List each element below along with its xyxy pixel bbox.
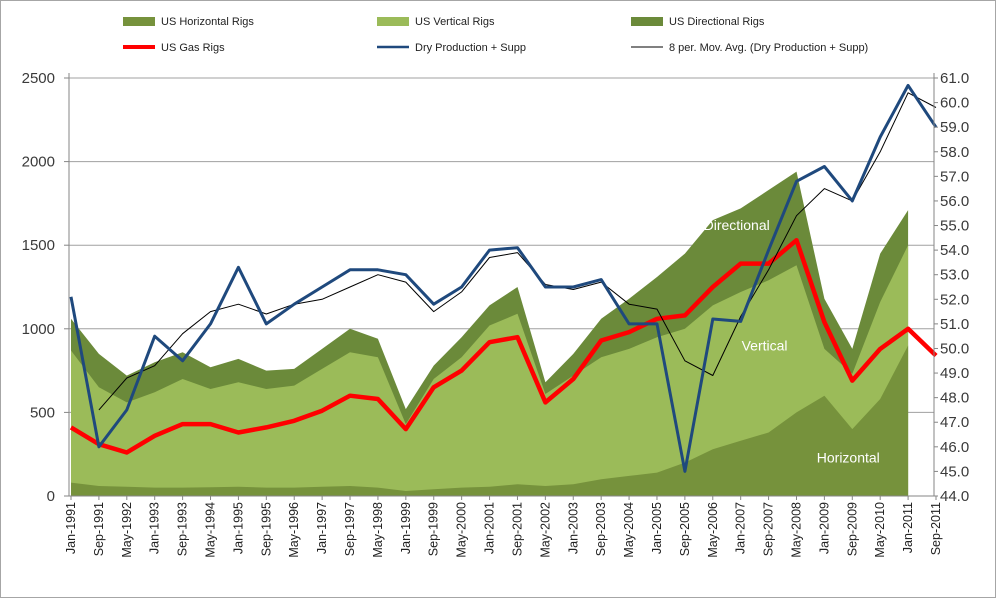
- legend-label: US Directional Rigs: [669, 16, 765, 28]
- x-tick-label: Sep-2011: [929, 502, 943, 555]
- annotation-label: Horizontal: [817, 450, 880, 466]
- x-tick-label: May-2006: [706, 502, 720, 558]
- x-tick-label: May-2002: [538, 502, 552, 558]
- x-tick-label: Sep-1995: [259, 502, 273, 556]
- x-tick-label: Sep-1997: [343, 502, 357, 556]
- legend-label: US Vertical Rigs: [415, 16, 495, 28]
- legend-entry: 8 per. Mov. Avg. (Dry Production + Supp): [631, 42, 868, 54]
- y-right-tick-label: 54.0: [940, 242, 969, 259]
- x-tick-label: Sep-2001: [510, 502, 524, 556]
- y-right-tick-label: 59.0: [940, 119, 969, 136]
- area-series: [71, 171, 909, 496]
- x-tick-label: May-1994: [204, 502, 218, 558]
- y-right-tick-label: 45.0: [940, 463, 969, 480]
- y-right-tick-label: 56.0: [940, 193, 969, 210]
- x-tick-label: Jan-2007: [734, 502, 748, 554]
- x-tick-label: May-1992: [120, 502, 134, 558]
- x-tick-label: Jan-1995: [231, 502, 245, 554]
- x-tick-label: Sep-1999: [427, 502, 441, 556]
- x-tick-label: May-2010: [873, 502, 887, 558]
- legend-label: 8 per. Mov. Avg. (Dry Production + Supp): [669, 42, 868, 54]
- y-left-tick-label: 500: [30, 404, 55, 421]
- y-right-tick-label: 55.0: [940, 218, 969, 235]
- legend-label: US Horizontal Rigs: [161, 16, 254, 28]
- x-tick-label: Jan-2003: [566, 502, 580, 554]
- x-tick-label: May-2004: [622, 502, 636, 558]
- legend-entry: Dry Production + Supp: [377, 42, 526, 54]
- y-left-tick-label: 2500: [22, 70, 55, 87]
- x-tick-label: Jan-2005: [650, 502, 664, 554]
- line-series: [69, 83, 938, 473]
- legend-entry: US Directional Rigs: [631, 16, 765, 28]
- x-tick-label: May-1996: [287, 502, 301, 558]
- y-right-tick-label: 51.0: [940, 316, 969, 333]
- x-tick-label: May-2000: [455, 502, 469, 558]
- y-right-tick-label: 50.0: [940, 340, 969, 357]
- y-right-tick-label: 58.0: [940, 144, 969, 161]
- legend-label: US Gas Rigs: [161, 42, 225, 54]
- legend-entry: US Gas Rigs: [123, 42, 225, 54]
- legend-swatch: [377, 17, 409, 26]
- legend-entry: US Vertical Rigs: [377, 16, 495, 28]
- y-right-tick-label: 49.0: [940, 365, 969, 382]
- x-tick-label: Sep-2005: [678, 502, 692, 556]
- x-tick-label: Sep-1993: [176, 502, 190, 556]
- x-tick-label: Sep-2003: [594, 502, 608, 556]
- x-tick-label: Jan-1999: [399, 502, 413, 554]
- legend: US Horizontal Rigs US Vertical Rigs US Dir…: [123, 16, 868, 54]
- annotations: Directional Vertical Horizontal: [704, 217, 880, 465]
- y-right-tick-label: 48.0: [940, 390, 969, 407]
- x-tick-label: Jan-1991: [64, 502, 78, 554]
- line-8-per-mov-avg-dry-production-supp: [98, 92, 937, 411]
- y-right-tick-label: 57.0: [940, 168, 969, 185]
- legend-label: Dry Production + Supp: [415, 42, 526, 54]
- y-right-tick-label: 44.0: [940, 488, 969, 505]
- area-us-vertical-rigs: [71, 245, 909, 496]
- x-tick-label: Sep-2009: [845, 502, 859, 556]
- x-tick-label: Jan-1997: [315, 502, 329, 554]
- y-left-tick-label: 2000: [22, 154, 55, 171]
- line-dry-production-supp: [69, 83, 938, 473]
- x-tick-label: Jan-2001: [483, 502, 497, 554]
- line-us-gas-rigs: [69, 237, 938, 455]
- legend-entry: US Horizontal Rigs: [123, 16, 254, 28]
- legend-swatch: [631, 17, 663, 26]
- x-tick-label: Sep-1991: [92, 502, 106, 556]
- annotation-label: Directional: [704, 217, 770, 233]
- y-right-tick-label: 60.0: [940, 95, 969, 112]
- y-right-tick-label: 47.0: [940, 414, 969, 431]
- legend-swatch: [123, 17, 155, 26]
- x-tick-label: Jan-1993: [148, 502, 162, 554]
- x-tick-label: Jan-2011: [901, 502, 915, 553]
- area-us-horizontal-rigs: [71, 345, 909, 496]
- x-tick-label: May-2008: [789, 502, 803, 558]
- y-right-tick-label: 46.0: [940, 439, 969, 456]
- x-tick-label: Sep-2007: [762, 502, 776, 556]
- annotation-label: Vertical: [742, 338, 788, 354]
- y-left-tick-label: 1000: [22, 321, 55, 338]
- y-right-tick-label: 52.0: [940, 291, 969, 308]
- x-tick-label: Jan-2009: [817, 502, 831, 554]
- y-left-tick-label: 0: [47, 488, 55, 505]
- y-right-tick-label: 53.0: [940, 267, 969, 284]
- y-left-tick-label: 1500: [22, 237, 55, 254]
- axes: 0 500 1000 1500 2000 2500 44.0 45.0 46.0 47.0 48.0…: [22, 70, 970, 558]
- x-tick-label: May-1998: [371, 502, 385, 558]
- y-right-tick-label: 61.0: [940, 70, 969, 87]
